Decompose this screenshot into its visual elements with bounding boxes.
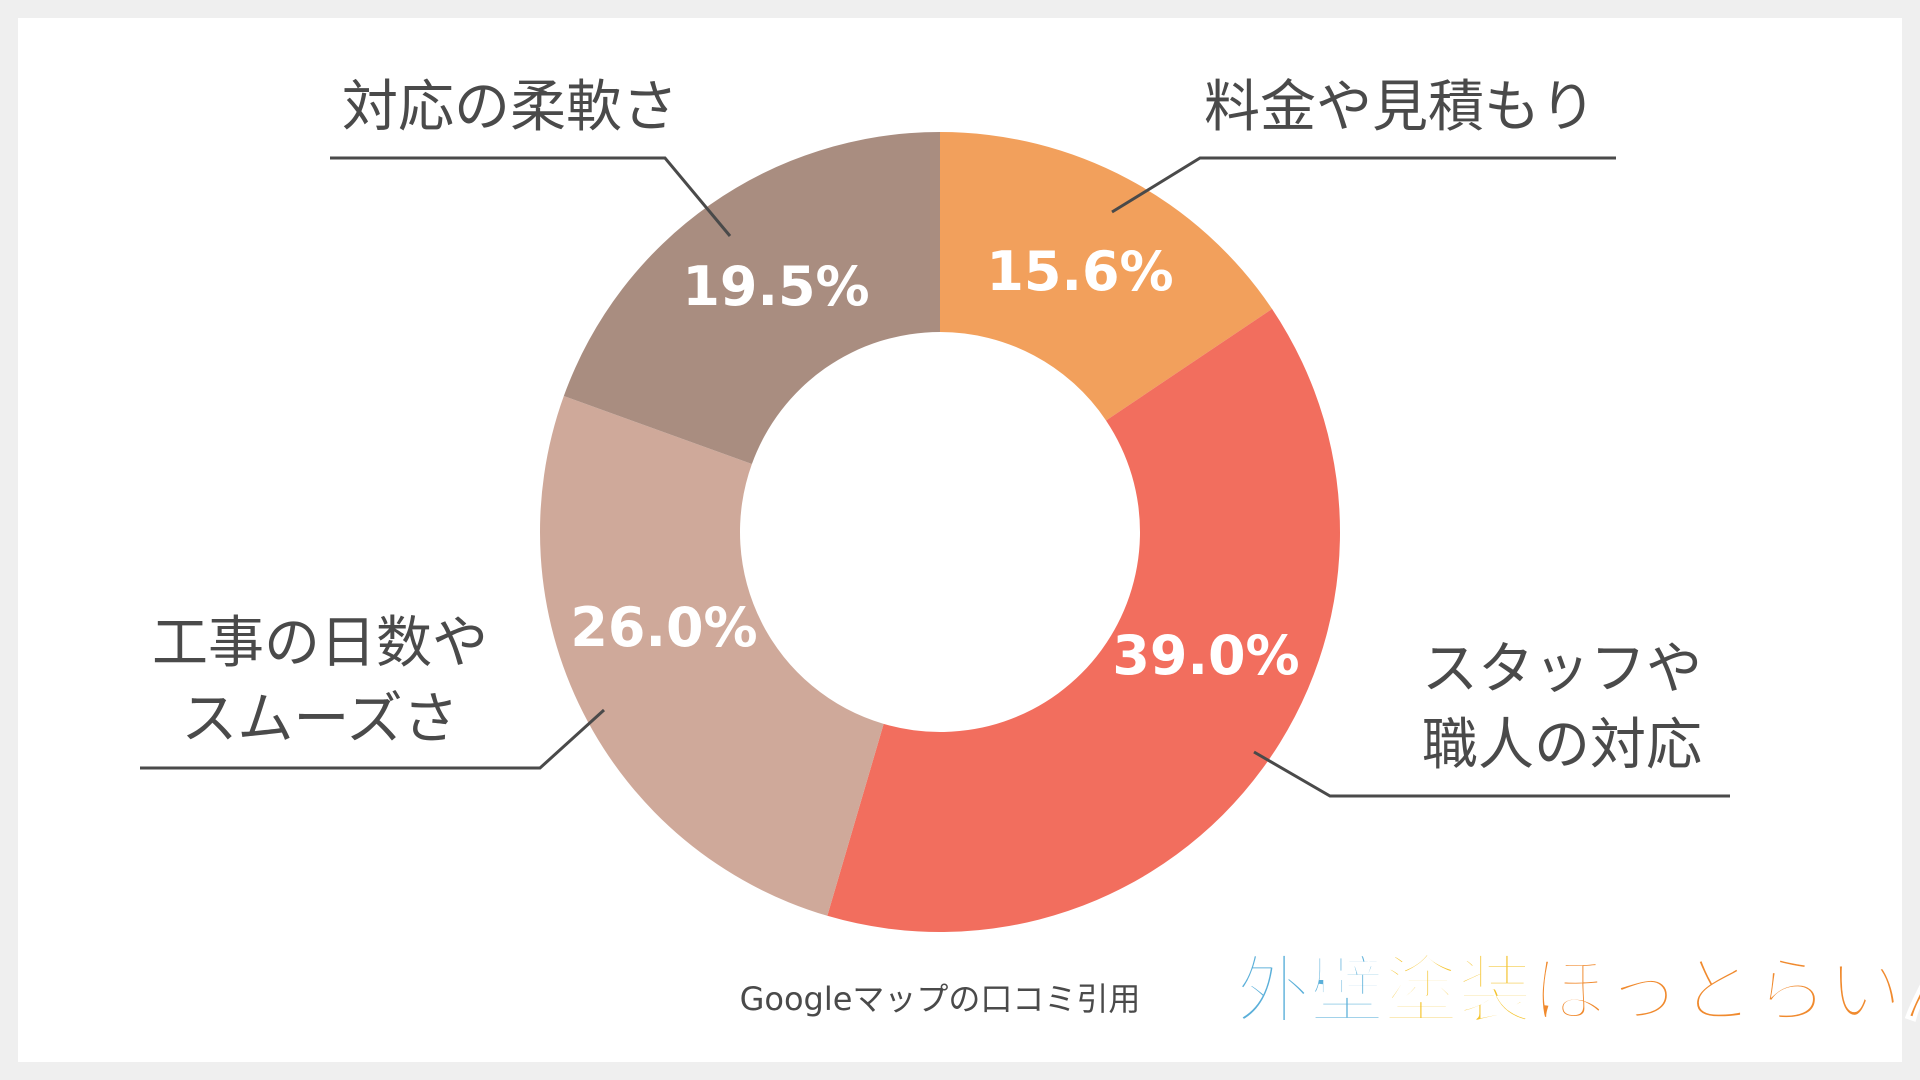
brand-logo: 外壁塗装ほっとらいん bbox=[1235, 947, 1920, 1035]
logo-part-1: 外壁 bbox=[1236, 948, 1384, 1034]
category-label-flexibility-line-1: 対応の柔軟さ bbox=[342, 75, 678, 140]
category-label-price-estimate-line-1: 料金や見積もり bbox=[1204, 75, 1596, 140]
leader-line-flexibility bbox=[330, 156, 732, 237]
leader-line-price-estimate bbox=[1111, 156, 1616, 214]
value-label-flexibility: 19.5% bbox=[682, 255, 869, 318]
donut-slice-schedule-smoothness bbox=[540, 396, 884, 916]
value-labels: 15.6% 39.0% 26.0% 19.5% bbox=[570, 240, 1299, 687]
category-label-schedule-smoothness-line-1: 工事の日数や bbox=[152, 611, 488, 676]
logo-part-3: ほっとらいん bbox=[1532, 948, 1920, 1034]
category-label-staff-response-line-2: 職人の対応 bbox=[1422, 713, 1702, 778]
source-note: Googleマップの口コミ引用 bbox=[740, 980, 1141, 1018]
donut-slice-staff-response bbox=[827, 308, 1340, 932]
leader-line-staff-response bbox=[1253, 750, 1730, 798]
category-label-staff-response-line-1: スタッフや bbox=[1422, 637, 1702, 702]
category-label-schedule-smoothness-line-2: スムーズさ bbox=[181, 687, 458, 752]
donut-slice-price-estimate bbox=[940, 132, 1273, 421]
donut-slice-flexibility bbox=[563, 131, 940, 465]
leader-lines bbox=[140, 156, 1730, 798]
value-label-price-estimate: 15.6% bbox=[986, 240, 1173, 303]
logo-text: 外壁塗装ほっとらいん bbox=[1236, 948, 1920, 1034]
leader-line-schedule-smoothness bbox=[140, 708, 606, 770]
value-label-staff-response: 39.0% bbox=[1112, 624, 1299, 687]
value-label-schedule-smoothness: 26.0% bbox=[570, 596, 757, 659]
donut-slices bbox=[540, 131, 1340, 932]
logo-part-2: 塗装 bbox=[1384, 948, 1532, 1034]
